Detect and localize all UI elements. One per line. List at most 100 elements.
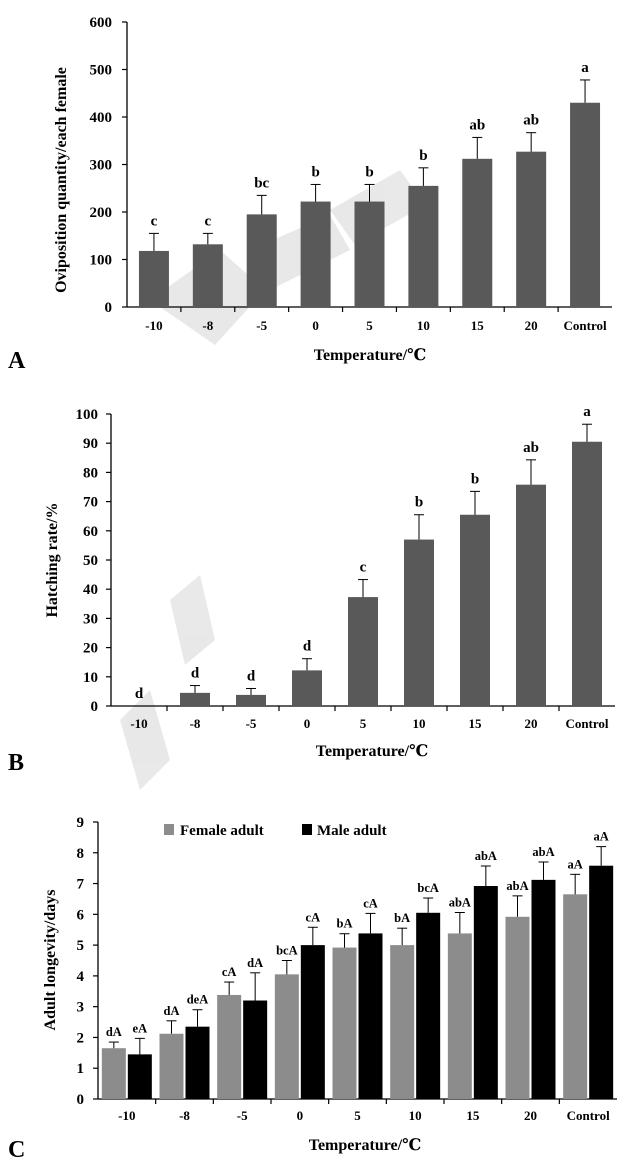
significance-letter: c bbox=[360, 560, 367, 576]
bar bbox=[358, 933, 383, 1099]
bar bbox=[101, 1048, 126, 1099]
x-tick-label: -10 bbox=[130, 716, 147, 731]
significance-letter: b bbox=[471, 471, 479, 487]
y-tick-label: 10 bbox=[83, 670, 98, 686]
significance-letter: deA bbox=[187, 993, 209, 1007]
bar bbox=[300, 201, 331, 307]
x-axis-label: Temperature/℃ bbox=[316, 743, 429, 760]
bar bbox=[505, 916, 530, 1099]
significance-letter: eA bbox=[133, 1021, 148, 1035]
significance-letter: bc bbox=[254, 175, 269, 191]
significance-letter: b bbox=[419, 148, 427, 164]
x-tick-label: 10 bbox=[417, 318, 430, 333]
bar bbox=[332, 947, 357, 1099]
y-tick-label: 50 bbox=[83, 553, 98, 569]
legend-swatch-male bbox=[302, 824, 312, 835]
significance-letter: aA bbox=[568, 857, 583, 871]
y-tick-label: 500 bbox=[90, 63, 113, 79]
significance-letter: aA bbox=[594, 830, 609, 844]
x-tick-label: Control bbox=[567, 1108, 610, 1123]
bar bbox=[416, 912, 441, 1099]
bar bbox=[292, 670, 322, 706]
significance-letter: bcA bbox=[276, 944, 298, 958]
bar bbox=[589, 865, 614, 1099]
y-tick-label: 8 bbox=[77, 846, 85, 862]
panel-a-chart: 0 100 200 300 400 500 600 -10 -8 -5 0 5 10 15 20 Contro… bbox=[8, 15, 612, 374]
significance-letter: cA bbox=[222, 965, 237, 979]
significance-letter: a bbox=[581, 60, 589, 76]
bar bbox=[243, 1000, 268, 1099]
x-tick-label: -8 bbox=[179, 1108, 190, 1123]
bar bbox=[217, 994, 242, 1099]
y-tick-label: 0 bbox=[91, 699, 99, 715]
significance-letter: c bbox=[204, 213, 211, 229]
y-tick-label: 5 bbox=[77, 938, 85, 954]
x-axis-label: Temperature/℃ bbox=[314, 347, 427, 364]
y-tick-label: 100 bbox=[90, 253, 113, 269]
significance-letter: b bbox=[311, 164, 319, 180]
significance-letter: cA bbox=[306, 910, 321, 924]
bar bbox=[185, 1026, 210, 1099]
y-tick-label: 30 bbox=[83, 611, 98, 627]
bar bbox=[462, 158, 493, 307]
x-tick-label: 0 bbox=[304, 716, 311, 731]
bar bbox=[447, 933, 472, 1099]
significance-letter: d bbox=[247, 668, 256, 684]
y-axis-label: Oviposition quantity/each female bbox=[53, 67, 70, 293]
bar bbox=[159, 1033, 184, 1099]
panel-b-chart: 0 10 20 30 40 50 60 70 80 90 100 -10 -8 -5 0 5 10 15 20 Con… bbox=[8, 404, 615, 776]
bar bbox=[516, 151, 547, 307]
bar bbox=[127, 1054, 152, 1099]
bar bbox=[348, 597, 378, 706]
significance-letter: bA bbox=[337, 917, 353, 931]
significance-letter: dA bbox=[164, 1004, 180, 1018]
significance-letter: ab bbox=[523, 440, 539, 456]
y-tick-label: 7 bbox=[77, 877, 85, 893]
bar bbox=[274, 974, 299, 1099]
y-tick-label: 60 bbox=[83, 524, 98, 540]
x-tick-label: -10 bbox=[145, 318, 162, 333]
bar bbox=[408, 185, 439, 307]
significance-letter: abA bbox=[475, 849, 497, 863]
bar bbox=[300, 945, 325, 1099]
bar bbox=[246, 214, 277, 307]
significance-letter: bcA bbox=[417, 881, 439, 895]
significance-letter: cA bbox=[363, 896, 378, 910]
legend-label-male: Male adult bbox=[317, 823, 387, 839]
x-tick-label: 5 bbox=[366, 318, 373, 333]
significance-letter: bA bbox=[394, 911, 410, 925]
legend-label-female: Female adult bbox=[180, 823, 264, 839]
y-tick-label: 0 bbox=[77, 1092, 85, 1108]
bar bbox=[570, 102, 601, 307]
bar bbox=[460, 514, 490, 706]
x-tick-label: 20 bbox=[524, 1108, 537, 1123]
y-tick-label: 20 bbox=[83, 641, 98, 657]
y-tick-label: 90 bbox=[83, 436, 98, 452]
y-tick-label: 3 bbox=[77, 1000, 85, 1016]
legend-swatch-female bbox=[164, 824, 174, 835]
x-tick-label: -5 bbox=[256, 318, 267, 333]
x-axis-label: Temperature/℃ bbox=[309, 1137, 422, 1154]
x-tick-label: 15 bbox=[466, 1108, 480, 1123]
x-tick-label: 5 bbox=[360, 716, 367, 731]
y-tick-label: 200 bbox=[90, 205, 113, 221]
panel-label-a: A bbox=[8, 348, 26, 374]
x-tick-label: -5 bbox=[246, 716, 257, 731]
bar bbox=[354, 201, 385, 307]
x-tick-label: 5 bbox=[354, 1108, 361, 1123]
significance-letter: ab bbox=[523, 113, 539, 129]
bar bbox=[572, 441, 602, 706]
y-tick-label: 9 bbox=[77, 815, 85, 831]
x-tick-label: 20 bbox=[525, 716, 538, 731]
y-tick-label: 4 bbox=[77, 969, 85, 985]
y-tick-label: 400 bbox=[90, 110, 113, 126]
x-tick-label: Control bbox=[565, 716, 608, 731]
x-tick-label: 20 bbox=[525, 318, 538, 333]
bar bbox=[516, 484, 546, 706]
significance-letter: abA bbox=[449, 895, 471, 909]
x-tick-label: 15 bbox=[471, 318, 485, 333]
y-tick-label: 40 bbox=[83, 582, 98, 598]
significance-letter: d bbox=[191, 666, 200, 682]
significance-letter: d bbox=[303, 639, 312, 655]
